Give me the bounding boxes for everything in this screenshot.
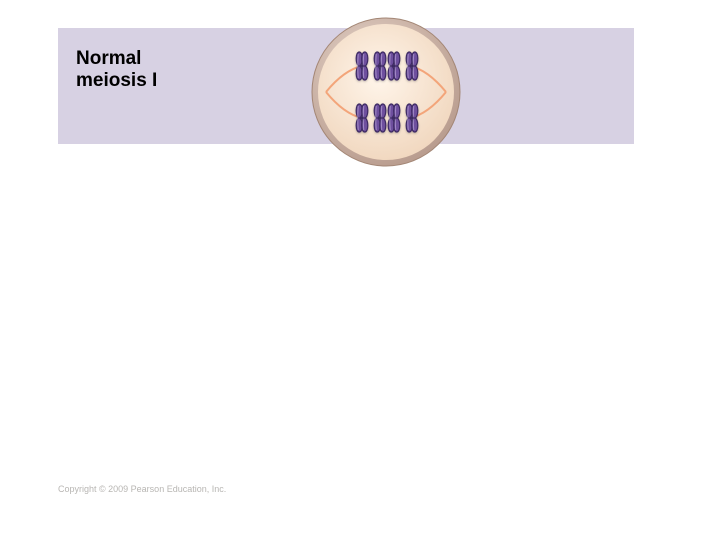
stage-label: Normal meiosis I — [76, 48, 157, 92]
chromosome — [356, 104, 368, 132]
chromosome — [374, 104, 386, 132]
chromosome — [356, 52, 368, 80]
chromosome — [374, 52, 386, 80]
copyright-text: Copyright © 2009 Pearson Education, Inc. — [58, 484, 226, 494]
chromosome — [406, 52, 418, 80]
chromosome — [406, 104, 418, 132]
chromosome — [388, 52, 400, 80]
chromosome — [388, 104, 400, 132]
stage-label-line1: Normal — [76, 48, 141, 69]
stage-label-line2: meiosis I — [76, 70, 157, 91]
meiosis-cell-diagram — [310, 16, 462, 168]
cell-cytoplasm — [318, 24, 454, 160]
